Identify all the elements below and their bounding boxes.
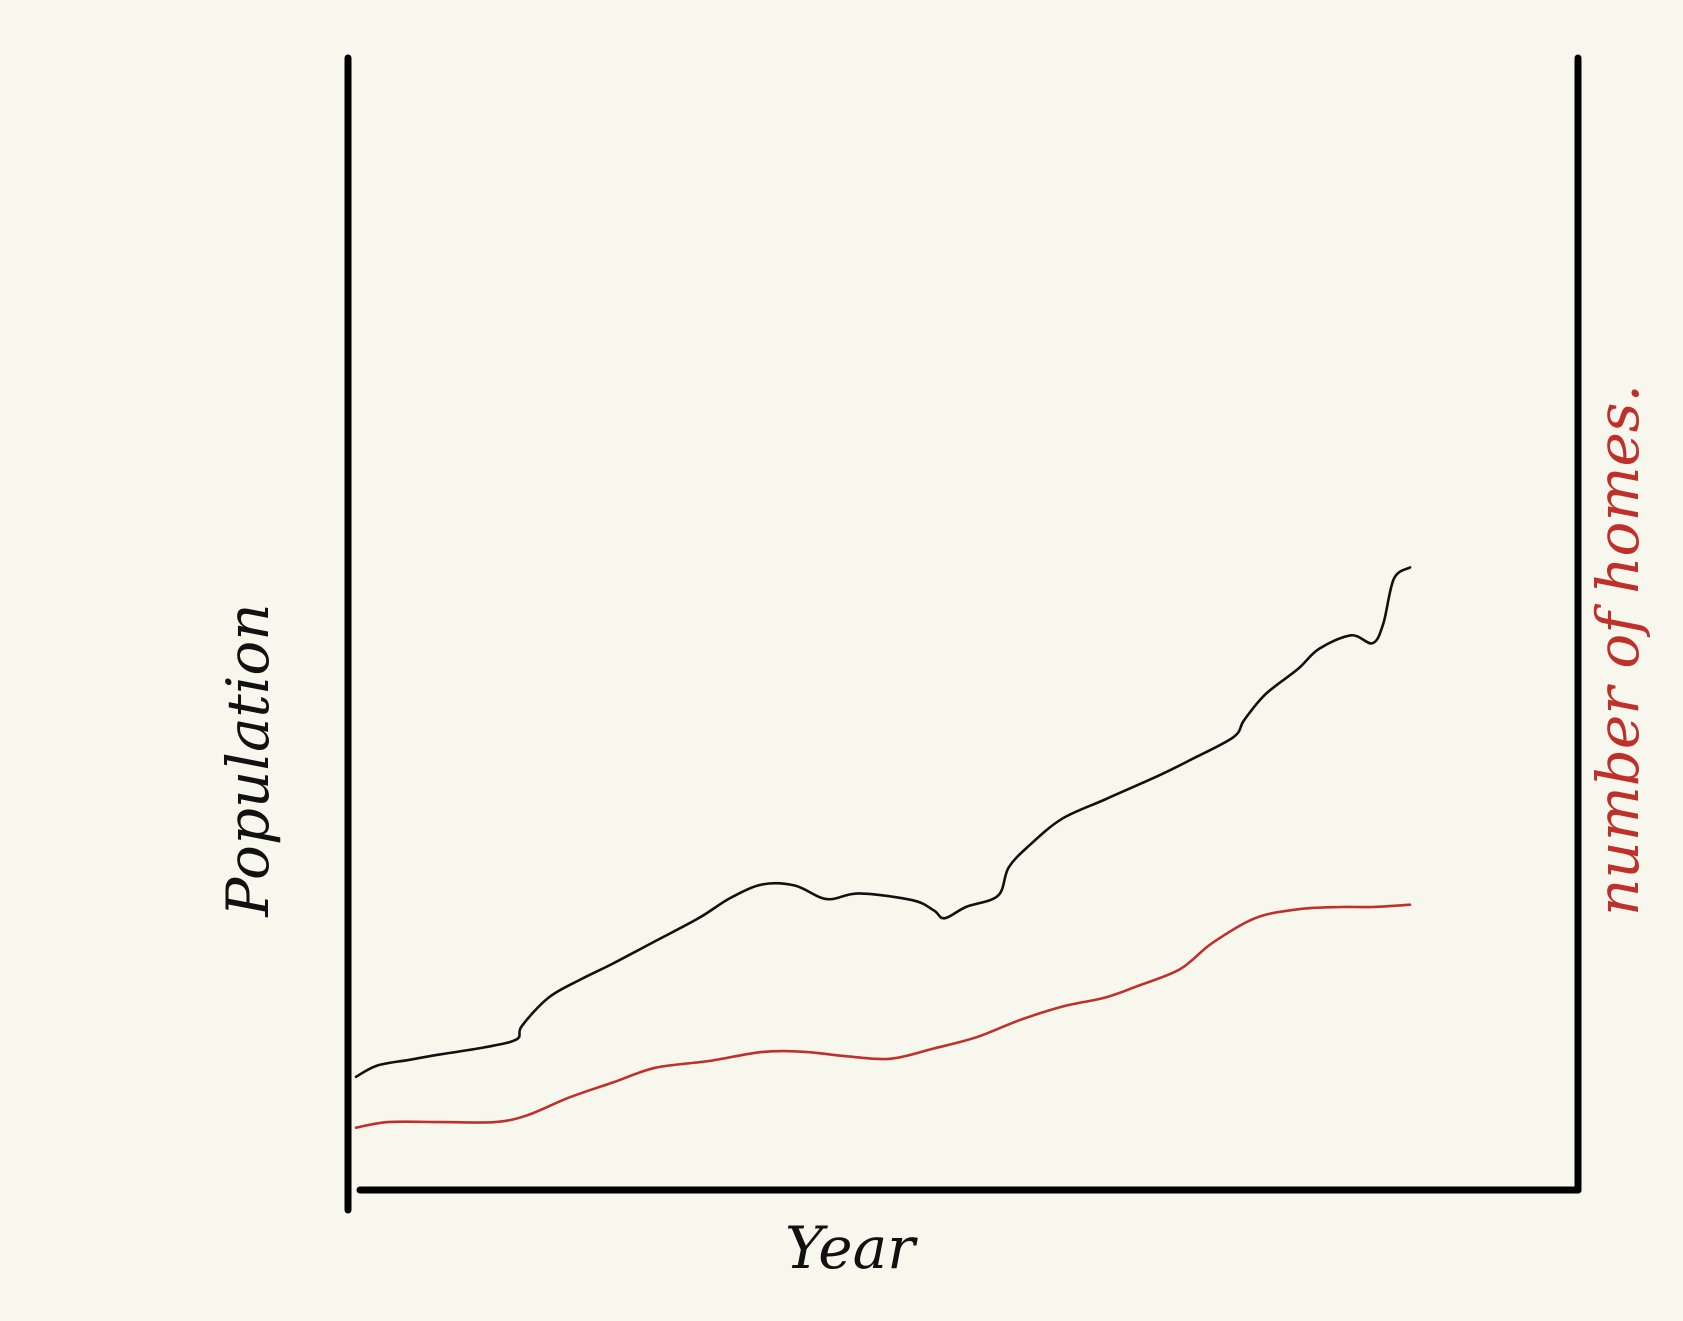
y-axis-label: Population <box>214 603 282 917</box>
series-line-population <box>354 566 1412 1079</box>
series-line-homes <box>354 903 1412 1129</box>
x-axis-label: Year <box>785 1214 918 1282</box>
y2-axis-label: number of homes. <box>1584 384 1652 916</box>
